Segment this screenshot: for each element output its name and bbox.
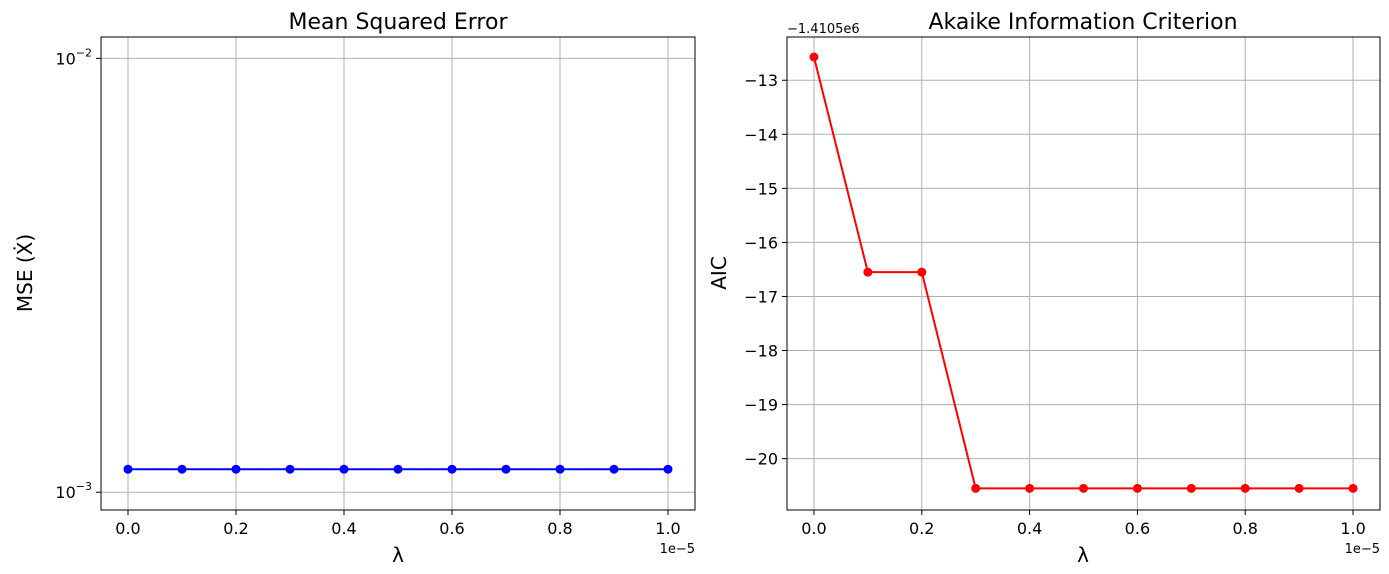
mse-data-point [447,464,457,474]
aic-y-axis-label: AIC [707,256,731,290]
aic-x-axis-label: λ [1077,543,1089,567]
mse-data-point [555,464,565,474]
aic-x-tick-label: 0.8 [1233,519,1258,538]
aic-series [809,52,1358,493]
mse-y-tick-label: 10−3 [55,480,92,502]
aic-x-tick-label: 0.4 [1017,519,1042,538]
mse-grid [101,37,695,510]
aic-data-point [863,267,873,277]
mse-x-tick-label: 0.4 [331,519,356,538]
aic-y-tick-label: −14 [744,125,778,144]
aic-y-tick-label: −19 [744,396,778,415]
mse-x-multiplier: 1e−5 [660,542,695,557]
mse-data-point [123,464,133,474]
aic-x-tick-label: 1.0 [1340,519,1365,538]
aic-chart: Akaike Information Criterion λ AIC 1e−5 … [707,10,1381,567]
mse-chart-title: Mean Squared Error [289,10,509,35]
aic-y-tick-label: −16 [744,233,778,252]
mse-x-tick-label: 0.2 [223,519,248,538]
aic-data-point [1348,483,1358,493]
mse-y-tick-label: 10−2 [55,46,92,68]
mse-chart: Mean Squared Error λ MSE (Ẋ) 1e−5 0.0 0.2… [13,10,696,567]
aic-data-point [809,52,819,62]
mse-x-ticks: 0.0 0.2 0.4 0.6 0.8 1.0 [115,510,681,538]
mse-plot-frame [100,36,696,511]
mse-x-tick-label: 0.6 [439,519,464,538]
aic-y-tick-label: −18 [744,342,778,361]
aic-y-tick-label: −15 [744,179,778,198]
aic-data-point [1294,483,1304,493]
aic-data-point [971,483,981,493]
aic-data-point [1240,483,1250,493]
aic-data-point [1025,483,1035,493]
aic-chart-title: Akaike Information Criterion [928,10,1237,35]
mse-data-point [177,464,187,474]
aic-grid [787,37,1380,510]
aic-data-point [1186,483,1196,493]
aic-x-tick-label: 0.6 [1125,519,1150,538]
mse-x-axis-label: λ [392,543,404,567]
aic-y-offset-label: −1.4105e6 [787,22,860,37]
aic-data-point [1132,483,1142,493]
aic-data-point [1079,483,1088,493]
aic-y-tick-label: −13 [744,71,778,90]
aic-x-ticks: 0.0 0.2 0.4 0.6 0.8 1.0 [801,510,1366,538]
mse-y-axis-label: MSE (Ẋ) [13,234,37,312]
aic-plot-frame [786,36,1381,511]
mse-data-point [393,464,403,474]
mse-data-point [609,464,619,474]
mse-data-point [501,464,511,474]
mse-data-point [339,464,349,474]
mse-x-tick-label: 1.0 [655,519,680,538]
aic-x-tick-label: 0.2 [909,519,934,538]
aic-data-point [917,267,927,277]
aic-y-tick-label: −17 [744,287,778,306]
aic-y-tick-label: −20 [744,450,778,469]
aic-y-ticks: −13 −14 −15 −16 −17 −18 −19 −20 [744,71,787,469]
mse-data-point [285,464,295,474]
aic-series-line [812,56,1354,490]
mse-x-tick-label: 0.0 [115,519,140,538]
aic-x-multiplier: 1e−5 [1345,542,1380,557]
aic-x-tick-label: 0.0 [801,519,826,538]
mse-series [123,464,673,474]
mse-y-ticks: 10−2 10−3 [55,46,101,502]
mse-x-tick-label: 0.8 [547,519,572,538]
mse-data-point [231,464,241,474]
mse-data-point [663,464,673,474]
